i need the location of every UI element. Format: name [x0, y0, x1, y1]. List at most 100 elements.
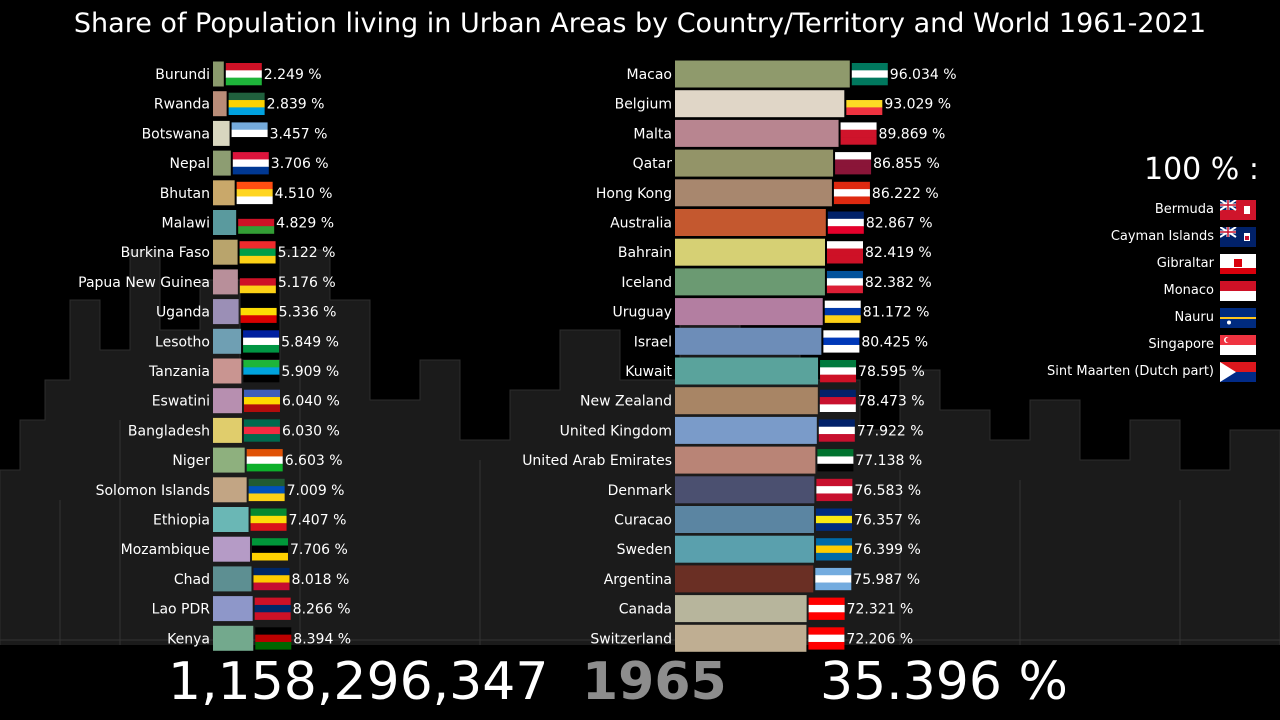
category-label: Lesotho	[155, 334, 210, 350]
category-label: Solomon Islands	[96, 483, 210, 499]
category-label: Lao PDR	[152, 602, 211, 618]
category-label: Papua New Guinea	[78, 275, 210, 291]
country-flag-icon	[808, 597, 845, 620]
country-flag-icon	[248, 478, 285, 502]
country-name: Sint Maarten (Dutch part)	[1047, 364, 1214, 379]
value-label: 6.040 %	[282, 394, 340, 410]
category-label: Curacao	[614, 513, 672, 529]
singapore-flag-icon	[1220, 334, 1256, 355]
country-flag-icon	[824, 300, 861, 323]
country-flag-icon	[228, 92, 265, 115]
country-flag-icon	[820, 360, 857, 383]
value-label: 7.407 %	[289, 513, 347, 529]
category-label: Qatar	[633, 156, 673, 172]
country-flag-icon	[827, 241, 864, 264]
hundred-percent-list: Bermuda Cayman Islands Gibraltar Monaco …	[996, 196, 1256, 385]
country-flag-icon	[815, 567, 852, 591]
country-flag-icon	[239, 270, 276, 294]
category-label: Kuwait	[625, 364, 672, 380]
value-label: 3.706 %	[271, 156, 329, 172]
value-label: 7.009 %	[287, 483, 345, 499]
bar	[675, 268, 825, 296]
bar	[675, 624, 807, 652]
bar	[675, 209, 826, 236]
value-label: 86.222 %	[872, 186, 939, 202]
category-label: Burundi	[155, 67, 210, 83]
bar	[213, 150, 231, 176]
bar	[213, 120, 230, 146]
value-label: 2.249 %	[264, 67, 322, 83]
category-label: Nepal	[170, 156, 210, 172]
country-flag-icon	[815, 508, 852, 531]
category-label: Hong Kong	[596, 186, 672, 202]
bar	[213, 625, 254, 651]
category-label: Botswana	[142, 126, 210, 142]
value-label: 4.829 %	[276, 216, 334, 232]
category-label: Tanzania	[148, 364, 210, 380]
country-flag-icon	[243, 419, 280, 442]
left-panel-lowest-urban-share: Burundi 2.249 % Rwanda 2.839 % Botswana 3.457…	[78, 61, 351, 651]
bar	[213, 61, 224, 87]
bar	[213, 328, 242, 354]
country-flag-icon	[238, 211, 275, 234]
category-label: Bahrain	[618, 245, 672, 261]
bermuda-flag-icon	[1220, 199, 1256, 220]
value-label: 89.869 %	[879, 126, 946, 142]
urban-population-total: 1,158,296,347	[168, 652, 549, 712]
country-flag-icon	[817, 449, 854, 472]
country-flag-icon	[250, 508, 287, 531]
value-label: 3.457 %	[270, 126, 328, 142]
category-label: Mozambique	[121, 542, 210, 558]
value-label: 80.425 %	[861, 334, 928, 350]
bar	[213, 210, 237, 235]
bar	[213, 358, 242, 384]
value-label: 77.138 %	[855, 453, 922, 469]
value-label: 6.603 %	[285, 453, 343, 469]
chart-title: Share of Population living in Urban Area…	[73, 8, 1207, 39]
bar	[213, 299, 239, 325]
category-label: Niger	[172, 453, 210, 469]
country-flag-icon	[816, 478, 853, 502]
value-label: 75.987 %	[853, 572, 920, 588]
country-flag-icon	[232, 152, 269, 175]
country-flag-icon	[246, 449, 283, 472]
value-label: 77.922 %	[857, 423, 924, 439]
country-name: Monaco	[1163, 283, 1214, 298]
category-label: United Arab Emirates	[522, 453, 672, 469]
category-label: Uganda	[156, 305, 210, 321]
value-label: 8.266 %	[293, 602, 351, 618]
country-flag-icon	[231, 122, 268, 145]
bar	[675, 387, 818, 415]
category-label: Burkina Faso	[121, 245, 210, 261]
hundred-percent-item: Monaco	[996, 277, 1256, 304]
country-name: Singapore	[1148, 337, 1214, 352]
value-label: 5.176 %	[278, 275, 336, 291]
value-label: 82.419 %	[865, 245, 932, 261]
country-flag-icon	[251, 538, 288, 561]
category-label: Canada	[619, 602, 672, 618]
bar	[213, 417, 242, 443]
hundred-percent-item: Nauru	[996, 304, 1256, 331]
bar	[675, 298, 823, 326]
country-flag-icon	[833, 181, 870, 205]
category-label: Denmark	[608, 483, 673, 499]
world-urban-share: 35.396 %	[820, 652, 1068, 712]
category-label: Argentina	[604, 572, 672, 588]
value-label: 86.855 %	[873, 156, 940, 172]
country-flag-icon	[819, 389, 856, 412]
country-flag-icon	[254, 597, 291, 620]
value-label: 78.473 %	[858, 394, 925, 410]
country-name: Nauru	[1174, 310, 1214, 325]
country-flag-icon	[243, 389, 280, 412]
value-label: 93.029 %	[884, 97, 951, 113]
bar	[675, 357, 819, 385]
category-label: Bhutan	[160, 186, 210, 202]
hundred-percent-item: Sint Maarten (Dutch part)	[996, 358, 1256, 385]
category-label: Sweden	[617, 542, 672, 558]
right-panel-highest-urban-share: Macao 96.034 % Belgium 93.029 % Malta 89.869 …	[522, 60, 957, 652]
country-flag-icon	[236, 181, 273, 205]
value-label: 5.122 %	[278, 245, 336, 261]
value-label: 72.321 %	[847, 602, 914, 618]
category-label: Iceland	[621, 275, 672, 291]
